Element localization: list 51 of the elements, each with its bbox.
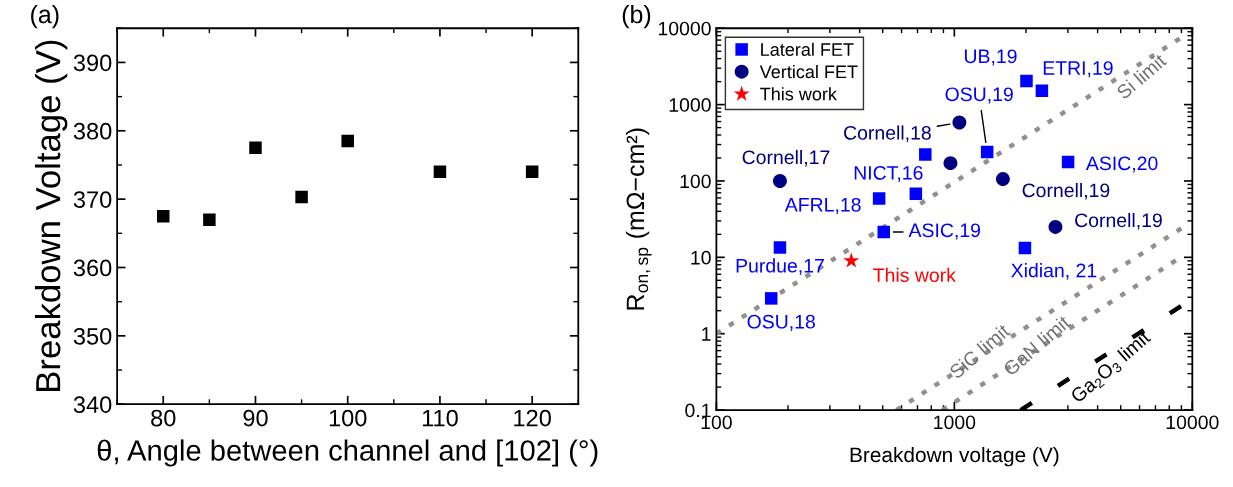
annotation: Cornell,19 [1022, 182, 1110, 200]
annotation: Cornell,19 [1075, 212, 1162, 230]
annotation: UB,19 [964, 49, 1017, 66]
y-tick-label: 360 [73, 259, 112, 277]
y-tick-label: 10000 [658, 21, 711, 36]
annotation: Ga$_{2}$O$_{3}$ limit [1069, 329, 1154, 406]
point [157, 209, 170, 223]
y-tick-label: 390 [73, 54, 112, 72]
point [341, 134, 354, 148]
annotation: ASIC,20 [1085, 156, 1158, 173]
y-tick-label: 10 [691, 250, 711, 265]
x-tick-label: 120 [514, 409, 551, 427]
x-axis-title: θ, Angle between channel and [102] (°) [97, 439, 598, 467]
annotation: Purdue,17 [736, 258, 824, 275]
y-axis-title: Breakdown Voltage (V) [34, 40, 68, 391]
annotation: ASIC,19 [908, 223, 981, 240]
point [203, 213, 216, 226]
annotation: OSU,19 [945, 87, 1013, 104]
x-tick-label: 100 [329, 409, 367, 427]
legend-label: Lateral FET [761, 42, 854, 56]
point [525, 165, 539, 179]
x-tick-label: 110 [422, 409, 458, 427]
annotation: Cornell,18 [844, 125, 931, 143]
annotation: Cornell,17 [742, 149, 830, 167]
y-tick-label: 100 [680, 174, 711, 189]
x-tick-label: 1000 [934, 415, 976, 430]
point [433, 165, 447, 179]
annotation: Si limit [1115, 52, 1168, 100]
x-tick-label: 10000 [1166, 415, 1219, 430]
chart-title: (b) [622, 4, 651, 29]
annotation: OSU,18 [747, 314, 815, 331]
annotation: Xidian, 21 [1011, 263, 1097, 280]
y-tick-label: 1 [702, 327, 711, 341]
point [295, 190, 308, 204]
annotation: This work [873, 267, 956, 283]
annotation: AFRL,18 [784, 197, 861, 214]
y-tick-label: 380 [73, 122, 112, 140]
x-axis-title: Breakdown voltage (V) [850, 446, 1059, 467]
y-tick-label: 370 [73, 191, 112, 208]
y-tick-label: 350 [73, 327, 112, 345]
annotation: NICT,16 [854, 165, 923, 183]
point [249, 141, 262, 155]
legend-label: Vertical FET [759, 64, 858, 79]
annotation: ETRI,19 [1043, 61, 1113, 78]
legend-label: This work [760, 87, 837, 101]
y-tick-label: 340 [73, 396, 112, 413]
x-tick-label: 90 [243, 409, 268, 427]
y-axis-title: R$_{on,sp}$ (mΩ−cm²) [625, 128, 652, 310]
y-tick-label: 1000 [669, 98, 711, 112]
x-tick-label: 80 [151, 409, 176, 427]
chart-title: (a) [31, 4, 59, 29]
